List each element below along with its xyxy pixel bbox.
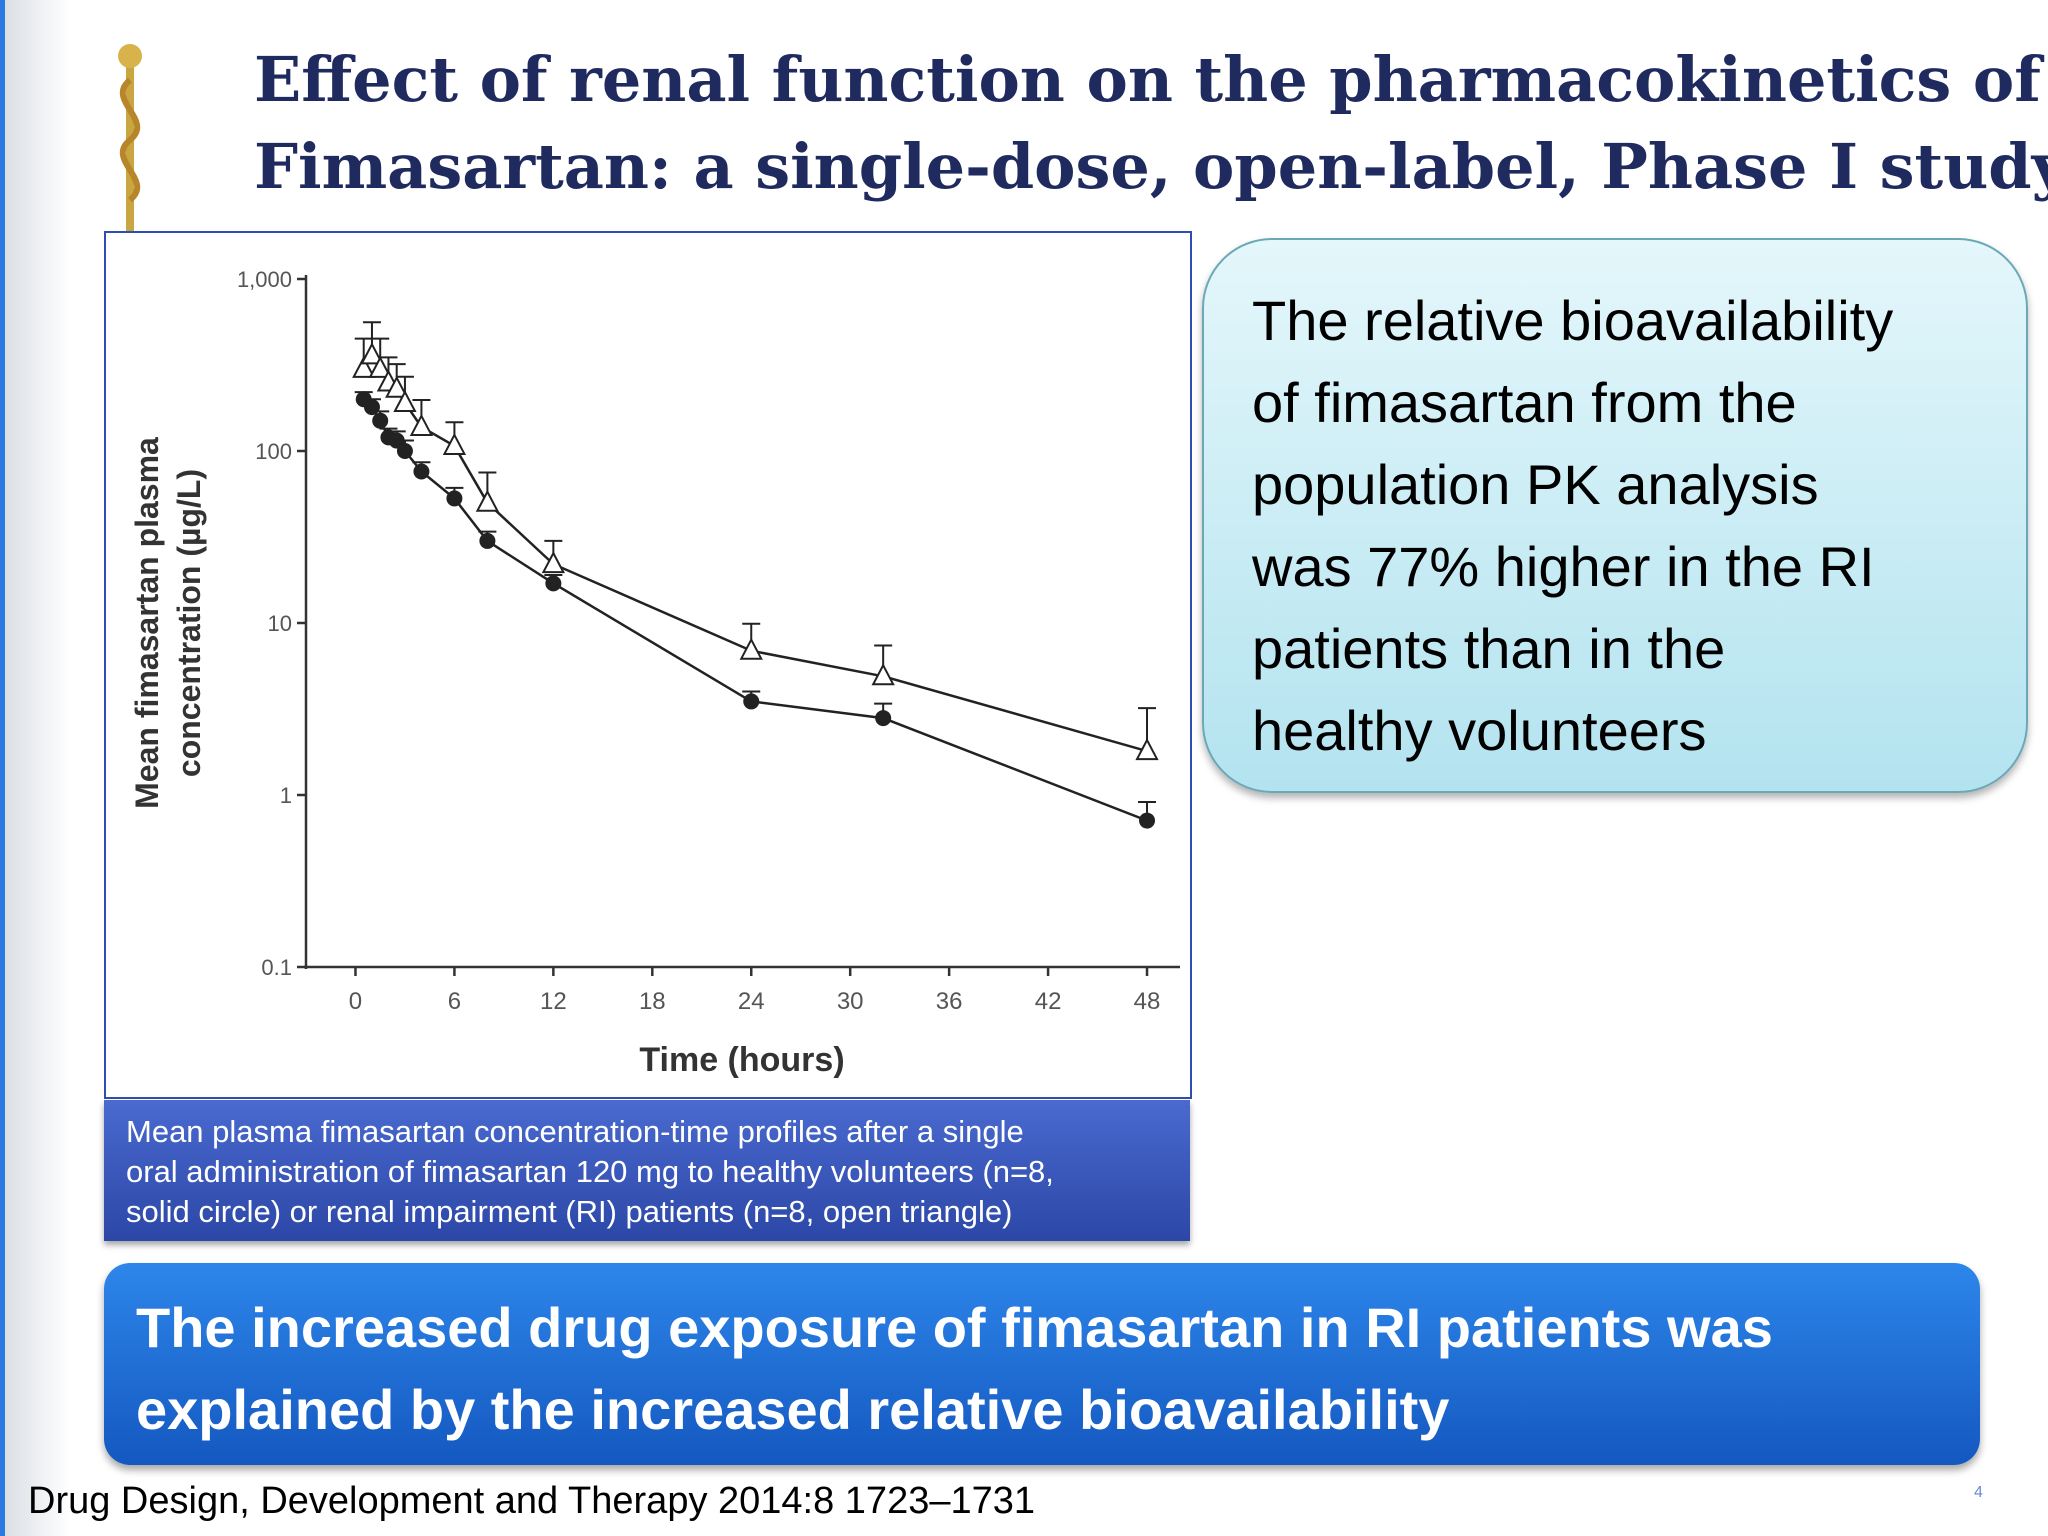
- x-tick-label: 30: [837, 988, 864, 1015]
- callout-line: of fimasartan from the: [1252, 371, 1797, 434]
- reference: Drug Design, Development and Therapy 201…: [28, 1480, 1035, 1522]
- x-tick-label: 48: [1134, 988, 1161, 1015]
- x-tick-label: 6: [448, 988, 461, 1015]
- chart-frame: 1,000 100 10 1 0.1 0 6 12 18 24 30 36 42 48 Time (hour…: [104, 231, 1192, 1099]
- y-tick-label: 1: [280, 783, 292, 808]
- y-axis-label: Mean fimasartan plasma: [129, 437, 165, 809]
- circle-marker: [875, 710, 892, 727]
- triangle-marker: [1135, 737, 1159, 761]
- x-tick-label: 36: [936, 988, 963, 1015]
- y-tick-label: 1,000: [237, 267, 292, 292]
- chart-caption: Mean plasma fimasartan concentration-tim…: [104, 1100, 1190, 1241]
- triangle-marker: [442, 432, 467, 455]
- chart: 1,000 100 10 1 0.1 0 6 12 18 24 30 36 42 48 Time (hour…: [129, 267, 1180, 1079]
- x-axis-label: Time (hours): [639, 1041, 844, 1079]
- callout-line: patients than in the: [1252, 617, 1726, 680]
- banner-line: The increased drug exposure of fimasarta…: [136, 1296, 1773, 1359]
- circle-marker: [363, 399, 380, 416]
- caption-line: oral administration of fimasartan 120 mg…: [126, 1154, 1054, 1189]
- circle-marker: [545, 575, 562, 592]
- x-tick-label: 24: [738, 988, 765, 1015]
- caduceus-icon: [118, 44, 142, 240]
- triangle-marker: [393, 389, 417, 413]
- triangle-marker: [739, 637, 763, 660]
- triangle-marker: [475, 489, 500, 512]
- x-tick-label: 0: [349, 988, 362, 1015]
- callout-line: population PK analysis: [1252, 453, 1819, 516]
- callout-box: The relative bioavailability of fimasart…: [1202, 238, 2028, 793]
- triangle-marker: [368, 355, 392, 378]
- callout-line: was 77% higher in the RI: [1252, 535, 1875, 598]
- title-line: Effect of renal function on the pharmaco…: [254, 43, 2041, 116]
- title-line: Fimasartan: a single-dose, open-label, P…: [254, 130, 2048, 203]
- triangle-marker: [409, 413, 434, 436]
- circle-marker: [446, 490, 463, 507]
- x-tick-label: 12: [540, 988, 567, 1015]
- callout-line: The relative bioavailability: [1252, 289, 1894, 352]
- caption-line: Mean plasma fimasartan concentration-tim…: [126, 1114, 1024, 1149]
- slide-title: Effect of renal function on the pharmaco…: [254, 36, 2048, 210]
- conclusion-banner: The increased drug exposure of fimasarta…: [104, 1263, 1980, 1465]
- triangle-marker: [541, 550, 566, 574]
- x-tick-label: 18: [639, 988, 666, 1015]
- page-number: 4: [1974, 1484, 1983, 1501]
- series-line: [362, 398, 1148, 822]
- circle-marker: [1139, 812, 1156, 829]
- y-tick-label: 0.1: [261, 955, 292, 980]
- triangle-marker: [385, 375, 409, 398]
- background-strip: [0, 0, 70, 1536]
- circle-marker: [743, 693, 760, 710]
- triangle-marker: [360, 342, 384, 365]
- triangle-marker: [352, 355, 376, 378]
- banner-line: explained by the increased relative bioa…: [136, 1378, 1450, 1441]
- x-tick-label: 42: [1035, 988, 1062, 1015]
- circle-marker: [413, 463, 430, 480]
- circle-marker: [372, 412, 389, 429]
- edge-bar: [0, 0, 5, 1536]
- callout-line: healthy volunteers: [1252, 699, 1707, 762]
- caption-line: solid circle) or renal impairment (RI) p…: [126, 1194, 1013, 1229]
- y-axis-label: concentration (µg/L): [171, 469, 207, 777]
- y-tick-label: 100: [255, 439, 292, 464]
- y-tick-label: 10: [268, 611, 292, 636]
- triangle-marker: [871, 663, 895, 686]
- circle-marker: [396, 443, 413, 459]
- circle-marker: [479, 532, 496, 549]
